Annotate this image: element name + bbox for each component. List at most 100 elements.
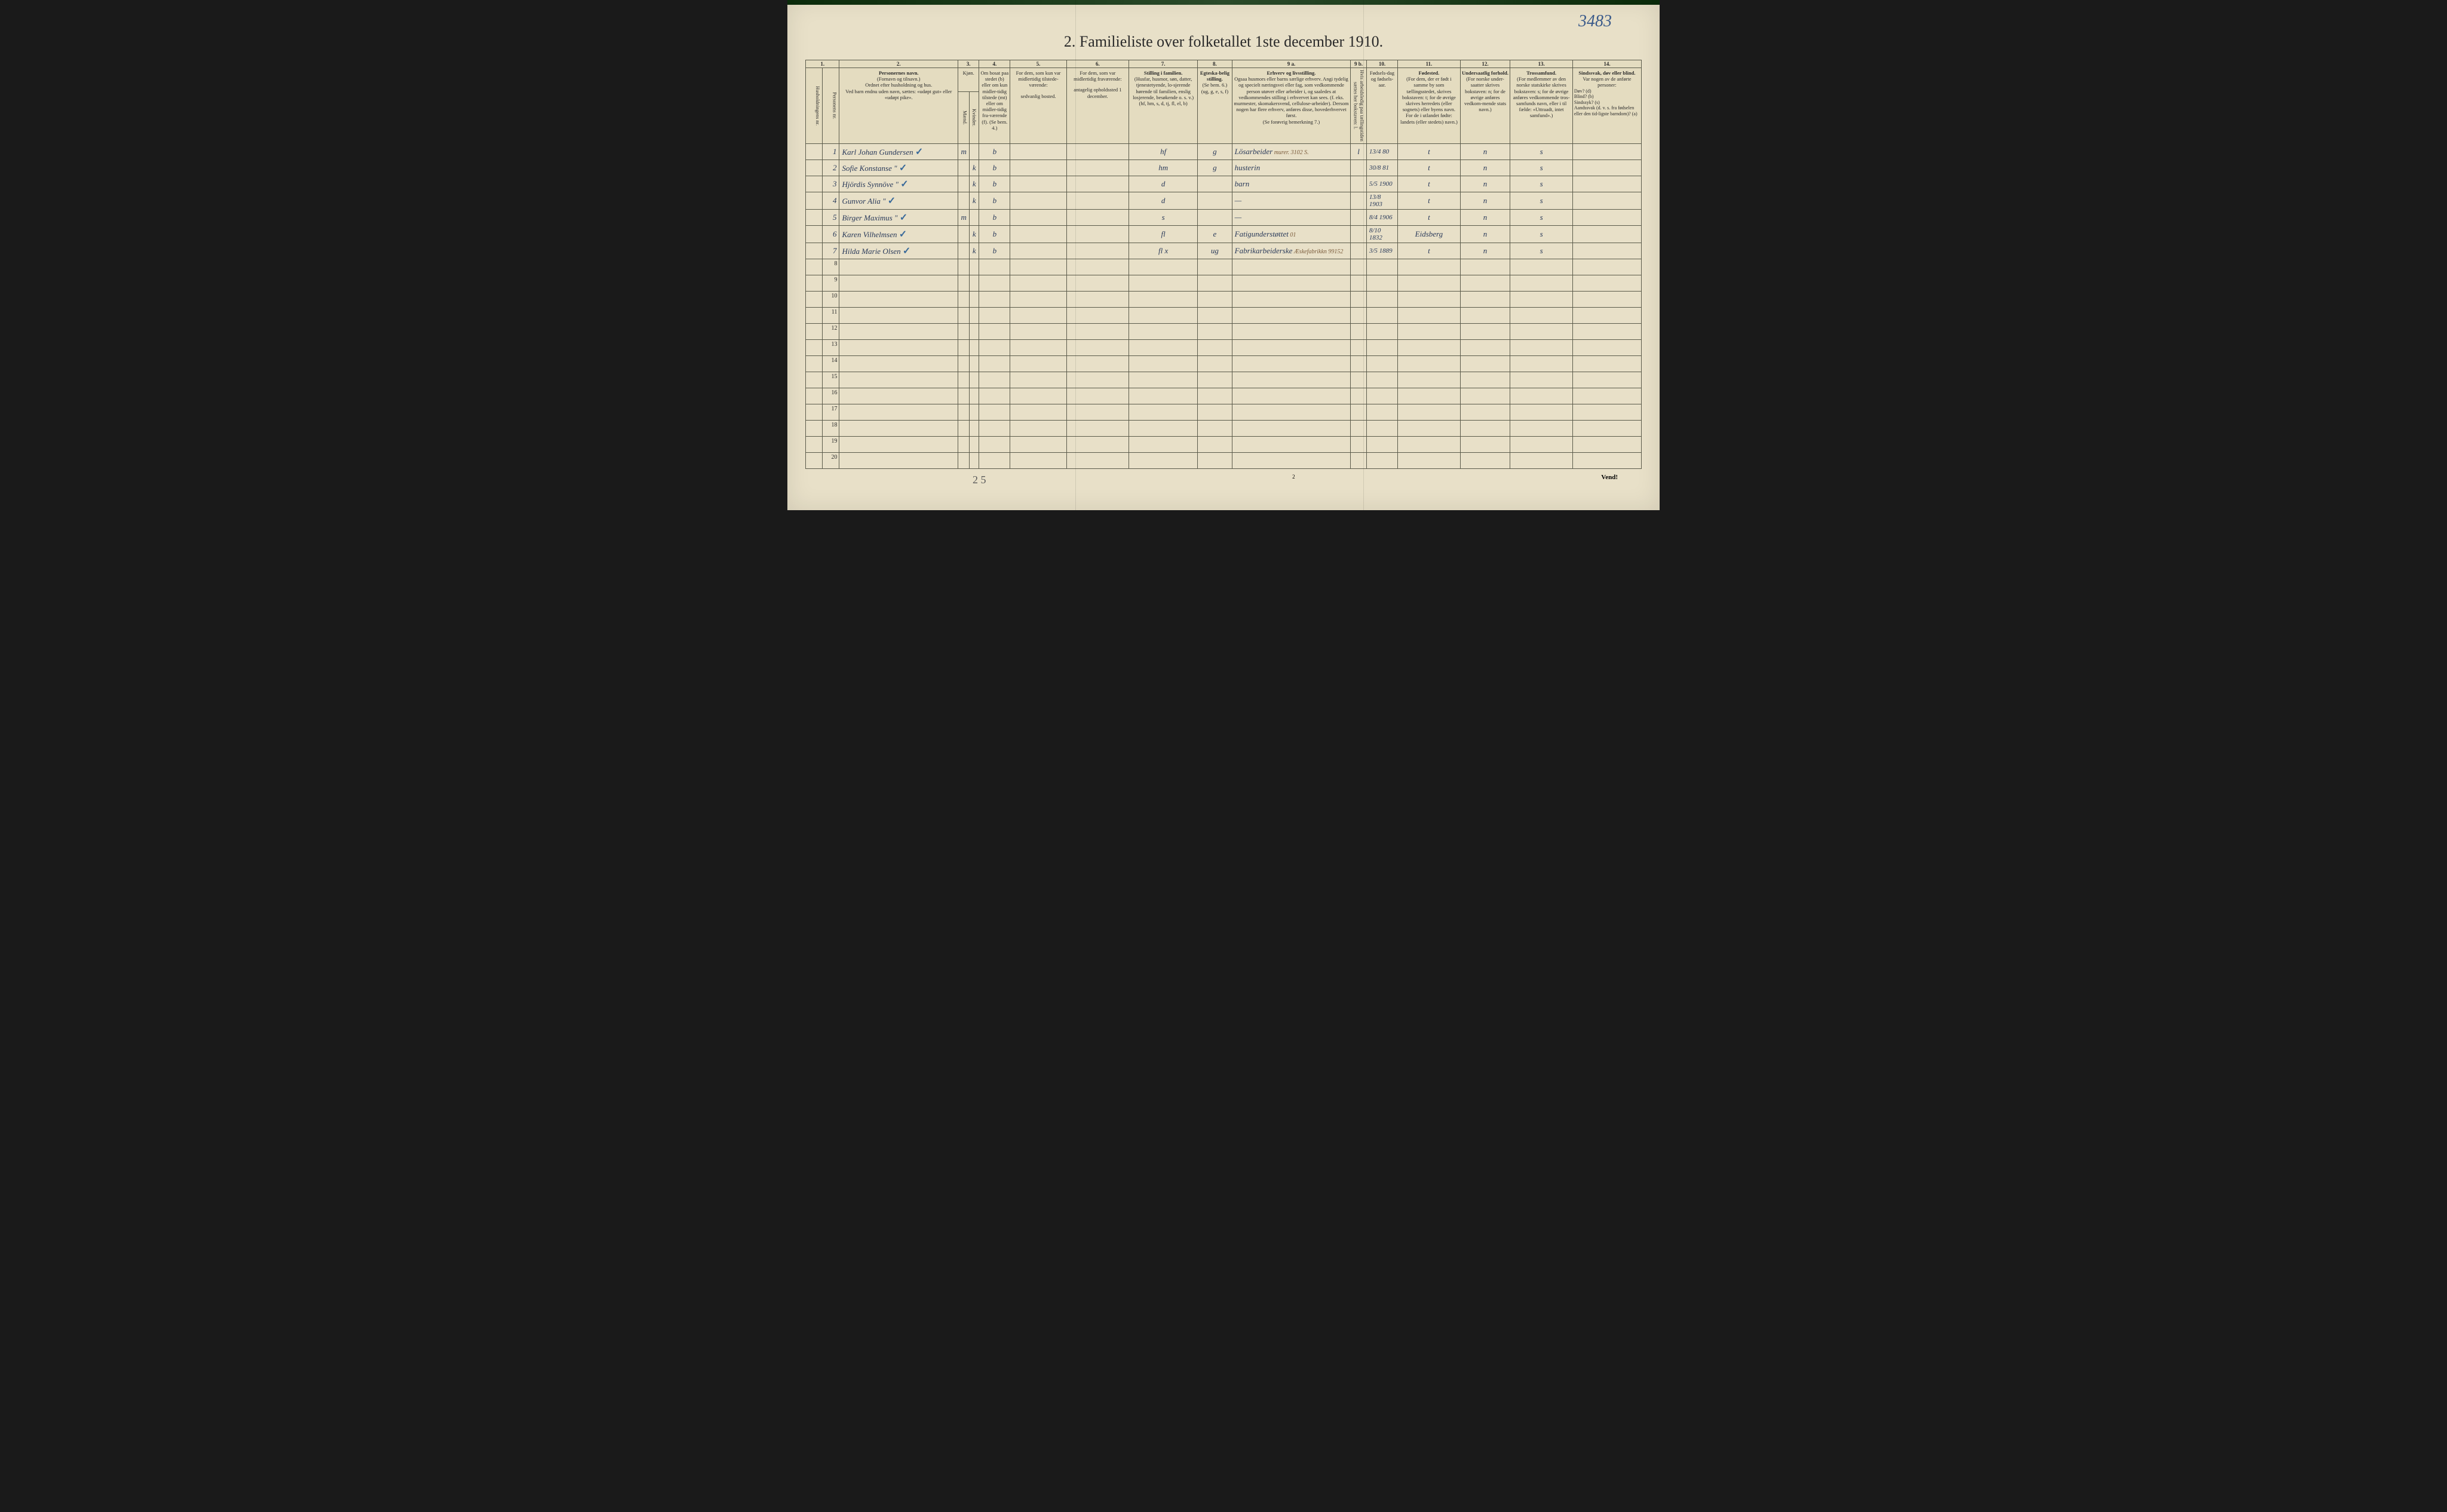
cell-bosat: b (979, 226, 1010, 243)
cell-sex-m (958, 226, 970, 243)
cell-col5 (1010, 176, 1066, 192)
cell-empty (1510, 437, 1573, 453)
row-person-num: 3 (823, 176, 839, 192)
table-row-empty: 16 (806, 388, 1642, 404)
cell-empty (1572, 388, 1641, 404)
cell-empty (958, 340, 970, 356)
cell-dob: 5/5 1900 (1366, 176, 1397, 192)
cell-empty (979, 308, 1010, 324)
hdr-kvinder: Kvinder. (970, 92, 979, 144)
cell-fsted: t (1398, 210, 1461, 226)
cell-sex-m: m (958, 144, 970, 160)
cell-dob: 13/4 80 (1366, 144, 1397, 160)
cell-empty (1398, 421, 1461, 437)
hdr-stilling: Stilling i familien. (Husfar, husmor, sø… (1129, 68, 1198, 144)
hdr-col9a-title: Erhverv og livsstilling. (1234, 70, 1350, 76)
row-person-num: 16 (823, 388, 839, 404)
colnum-13: 13. (1510, 60, 1573, 68)
cell-empty (1232, 437, 1351, 453)
hdr-col6-sub: antagelig opholdssted 1 december. (1068, 87, 1128, 99)
cell-col5 (1010, 226, 1066, 243)
cell-dob: 13/8 1903 (1366, 192, 1397, 210)
table-row-empty: 14 (806, 356, 1642, 372)
hdr-col8-title: Egteska-belig stilling. (1199, 70, 1231, 82)
cell-erhverv: Fabrikarbeiderske Æskefabrikkn 99152 (1232, 243, 1351, 259)
hdr-erhverv: Erhverv og livsstilling. Ogsaa husmors e… (1232, 68, 1351, 144)
row-household-num (806, 160, 823, 176)
cell-under: n (1460, 176, 1510, 192)
cell-empty (1351, 356, 1367, 372)
cell-empty (1010, 437, 1066, 453)
cell-sex-k: k (970, 226, 979, 243)
hdr-fodested: Fødested. (For dem, der er født i samme … (1398, 68, 1461, 144)
colnum-11: 11. (1398, 60, 1461, 68)
cell-9b (1351, 210, 1367, 226)
cell-empty (1572, 340, 1641, 356)
table-row: 1 Karl Johan Gundersen ✓ m b hf g Lösarb… (806, 144, 1642, 160)
cell-sex-m (958, 243, 970, 259)
table-row-empty: 10 (806, 292, 1642, 308)
cell-egt: g (1198, 160, 1232, 176)
cell-empty (958, 421, 970, 437)
cell-tros: s (1510, 243, 1573, 259)
cell-empty (1198, 372, 1232, 388)
hdr-fodsel: Fødsels-dag og fødsels-aar. (1366, 68, 1397, 144)
cell-empty (1398, 340, 1461, 356)
cell-sex-m (958, 160, 970, 176)
cell-empty (839, 372, 958, 388)
row-household-num (806, 372, 823, 388)
census-page: 3483 2. Familieliste over folketallet 1s… (787, 0, 1660, 510)
cell-empty (839, 421, 958, 437)
cell-fsted: t (1398, 160, 1461, 176)
cell-empty (1398, 437, 1461, 453)
cell-empty (970, 388, 979, 404)
cell-9b (1351, 226, 1367, 243)
cell-empty (979, 275, 1010, 292)
cell-empty (970, 324, 979, 340)
hdr-col7-sub2: (hf, hm, s, d, tj, fl, el, b) (1130, 100, 1196, 106)
colnum-12: 12. (1460, 60, 1510, 68)
row-person-num: 4 (823, 192, 839, 210)
cell-empty (1510, 404, 1573, 421)
cell-empty (1010, 275, 1066, 292)
cell-empty (979, 421, 1010, 437)
column-number-row: 1. 2. 3. 4. 5. 6. 7. 8. 9 a. 9 b. 10. 11… (806, 60, 1642, 68)
cell-empty (1129, 292, 1198, 308)
cell-empty (1510, 275, 1573, 292)
cell-empty (1198, 275, 1232, 292)
cell-empty (1010, 404, 1066, 421)
cell-empty (1198, 404, 1232, 421)
cell-empty (1232, 404, 1351, 421)
cell-empty (1398, 372, 1461, 388)
row-household-num (806, 292, 823, 308)
cell-empty (1232, 324, 1351, 340)
cell-empty (1366, 292, 1397, 308)
row-household-num (806, 340, 823, 356)
hdr-col5-sub: sedvanlig bosted. (1011, 93, 1065, 99)
cell-empty (1198, 292, 1232, 308)
cell-dob: 8/4 1906 (1366, 210, 1397, 226)
cell-empty (958, 372, 970, 388)
table-row-empty: 9 (806, 275, 1642, 292)
cell-name: Birger Maximus " ✓ (839, 210, 958, 226)
cell-egt (1198, 176, 1232, 192)
cell-empty (1232, 421, 1351, 437)
cell-empty (1366, 404, 1397, 421)
cell-stilling: s (1129, 210, 1198, 226)
cell-empty (1351, 324, 1367, 340)
cell-empty (1010, 292, 1066, 308)
cell-empty (979, 340, 1010, 356)
cell-empty (1572, 356, 1641, 372)
cell-egt (1198, 192, 1232, 210)
cell-empty (958, 292, 970, 308)
cell-empty (1129, 453, 1198, 469)
cell-tros: s (1510, 176, 1573, 192)
cell-empty (1572, 453, 1641, 469)
row-person-num: 20 (823, 453, 839, 469)
table-row-empty: 17 (806, 404, 1642, 421)
cell-empty (1460, 356, 1510, 372)
cell-empty (1510, 259, 1573, 275)
cell-empty (1366, 453, 1397, 469)
hdr-col11-sub: (For dem, der er født i samme by som tæl… (1399, 76, 1459, 125)
cell-dob: 30/8 81 (1366, 160, 1397, 176)
